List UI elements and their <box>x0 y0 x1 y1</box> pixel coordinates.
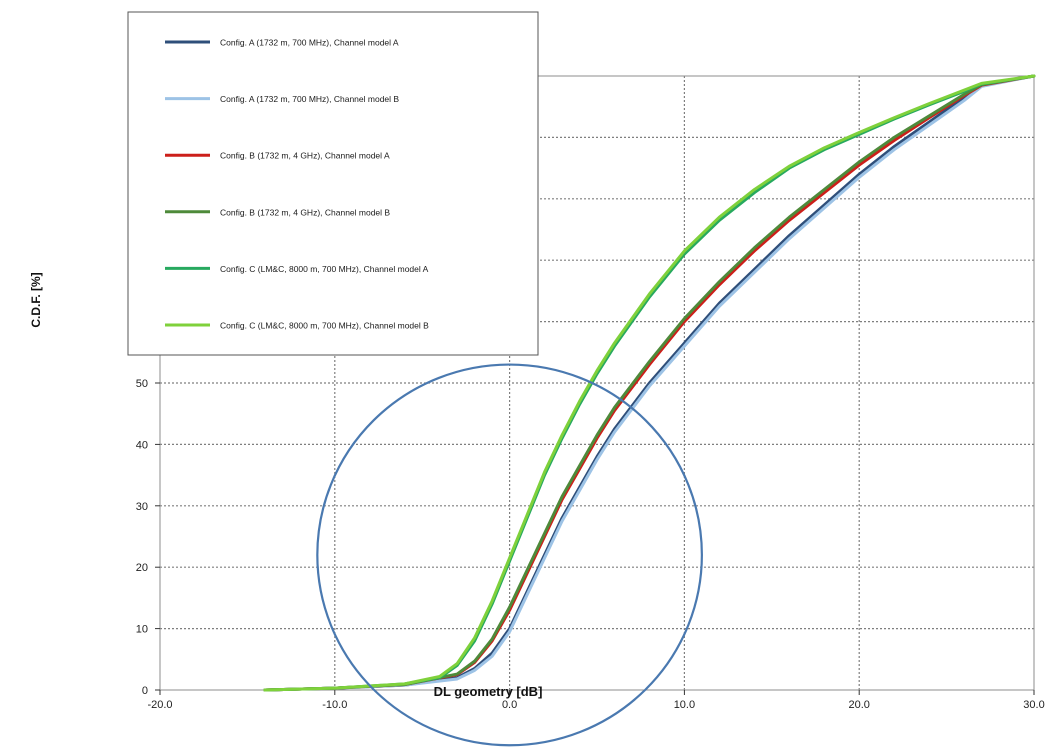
x-tick-label: -20.0 <box>147 699 172 711</box>
x-tick-label: 10.0 <box>674 699 695 711</box>
x-tick-label: 30.0 <box>1023 699 1044 711</box>
y-tick-label: 0 <box>142 685 148 697</box>
x-tick-label: 0.0 <box>502 699 517 711</box>
legend-label-6: Config. C (LM&C, 8000 m, 700 MHz), Chann… <box>220 321 429 331</box>
series-line-4 <box>263 74 1036 692</box>
y-axis-label: C.D.F. [%] <box>29 272 43 327</box>
annotation-circle <box>316 363 703 747</box>
legend-label-1: Config. A (1732 m, 700 MHz), Channel mod… <box>220 38 399 48</box>
legend-label-3: Config. B (1732 m, 4 GHz), Channel model… <box>220 151 390 161</box>
annotation-layer <box>316 363 703 747</box>
y-tick-label: 20 <box>136 562 148 574</box>
x-axis-label: DL geometry [dB] <box>434 684 543 699</box>
x-tick-label: -10.0 <box>322 699 347 711</box>
y-tick-label: 40 <box>136 439 148 451</box>
series-layer <box>263 74 1036 692</box>
ticks-layer: -20.0 -10.0 0.0 10.0 20.0 30.0 0 10 20 30 40 50 <box>136 75 1045 711</box>
series-line-6 <box>263 74 1036 692</box>
legend-box <box>127 11 539 356</box>
legend-label-5: Config. C (LM&C, 8000 m, 700 MHz), Chann… <box>220 264 429 274</box>
legend-label-2: Config. A (1732 m, 700 MHz), Channel mod… <box>220 94 399 104</box>
legend: Config. A (1732 m, 700 MHz), Channel mod… <box>127 11 539 356</box>
legend-label-4: Config. B (1732 m, 4 GHz), Channel model… <box>220 207 390 217</box>
series-line-2 <box>263 74 1036 692</box>
y-tick-label: 30 <box>136 501 148 513</box>
y-tick-label: 50 <box>136 378 148 390</box>
x-tick-label: 20.0 <box>848 699 869 711</box>
y-tick-label: 10 <box>136 624 148 636</box>
